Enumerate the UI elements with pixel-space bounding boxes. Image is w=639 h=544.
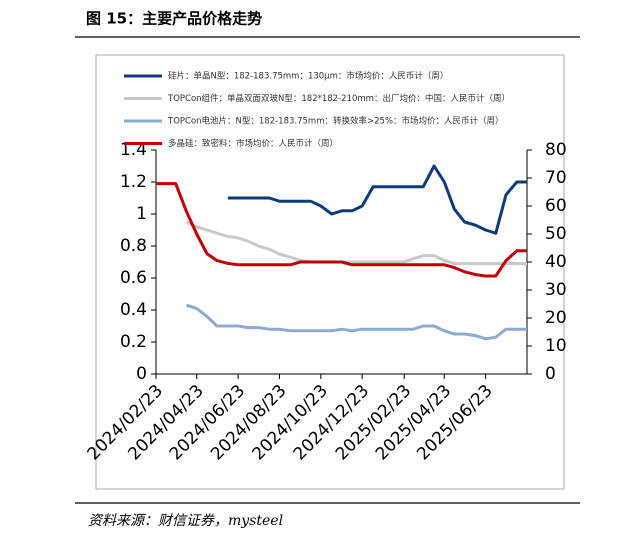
y2-tick-label: 30 <box>545 280 567 300</box>
legend-label: TOPCon电池片：N型：182-183.75mm：转换效率>25%：市场均价：… <box>167 116 504 127</box>
y-tick-label: 1.2 <box>120 172 147 192</box>
y2-tick-label: 70 <box>545 168 567 188</box>
legend-label: 多晶硅：致密料：市场均价：人民币计（周） <box>168 138 338 149</box>
series-line <box>156 182 527 278</box>
y2-tick-label: 60 <box>545 196 567 216</box>
series-line <box>186 303 527 341</box>
y-tick-label: 0 <box>136 364 147 384</box>
y2-tick-label: 40 <box>545 252 567 272</box>
y-tick-label: 1 <box>136 204 147 224</box>
y2-tick-label: 20 <box>545 308 567 328</box>
series-line <box>227 164 527 235</box>
source: 资料来源：财信证券，mysteel <box>88 513 283 529</box>
legend-label: TOPCon组件：单晶双面双玻N型：182*182-210mm：出厂均价：中国：… <box>167 93 510 104</box>
series-line <box>185 220 527 266</box>
legend-label: 硅片：单晶N型：182-183.75mm：130μm：市场均价：人民币计（周） <box>168 71 448 82</box>
y-tick-label: 0.6 <box>120 268 147 288</box>
y2-tick-label: 50 <box>545 224 567 244</box>
y2-tick-label: 10 <box>545 336 567 356</box>
y-tick-label: 0.4 <box>120 300 147 320</box>
y2-tick-label: 0 <box>545 364 556 384</box>
y-tick-label: 0.8 <box>120 236 147 256</box>
y-tick-label: 0.2 <box>120 332 147 352</box>
chart-frame <box>95 54 565 490</box>
chart-title: 图 15：主要产品价格走势 <box>86 10 262 28</box>
y2-tick-label: 80 <box>545 140 567 160</box>
